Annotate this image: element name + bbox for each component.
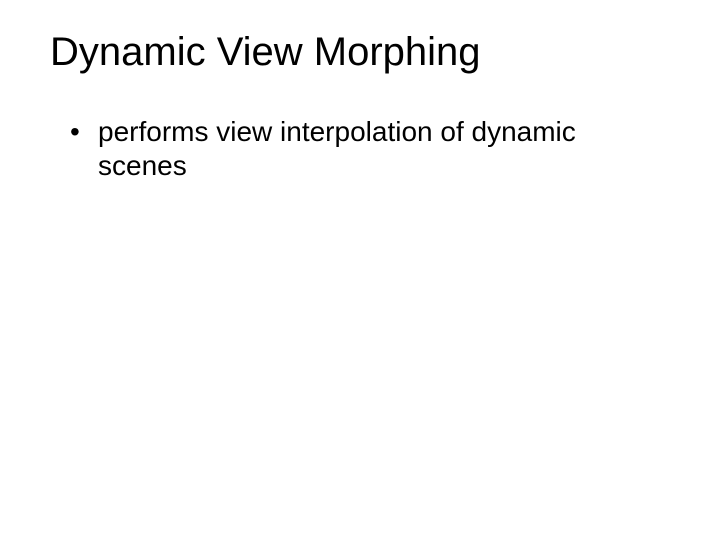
bullet-list: performs view interpolation of dynamic s… xyxy=(70,115,670,182)
list-item: performs view interpolation of dynamic s… xyxy=(70,115,658,182)
slide-title: Dynamic View Morphing xyxy=(50,30,670,75)
slide: Dynamic View Morphing performs view inte… xyxy=(0,0,720,540)
